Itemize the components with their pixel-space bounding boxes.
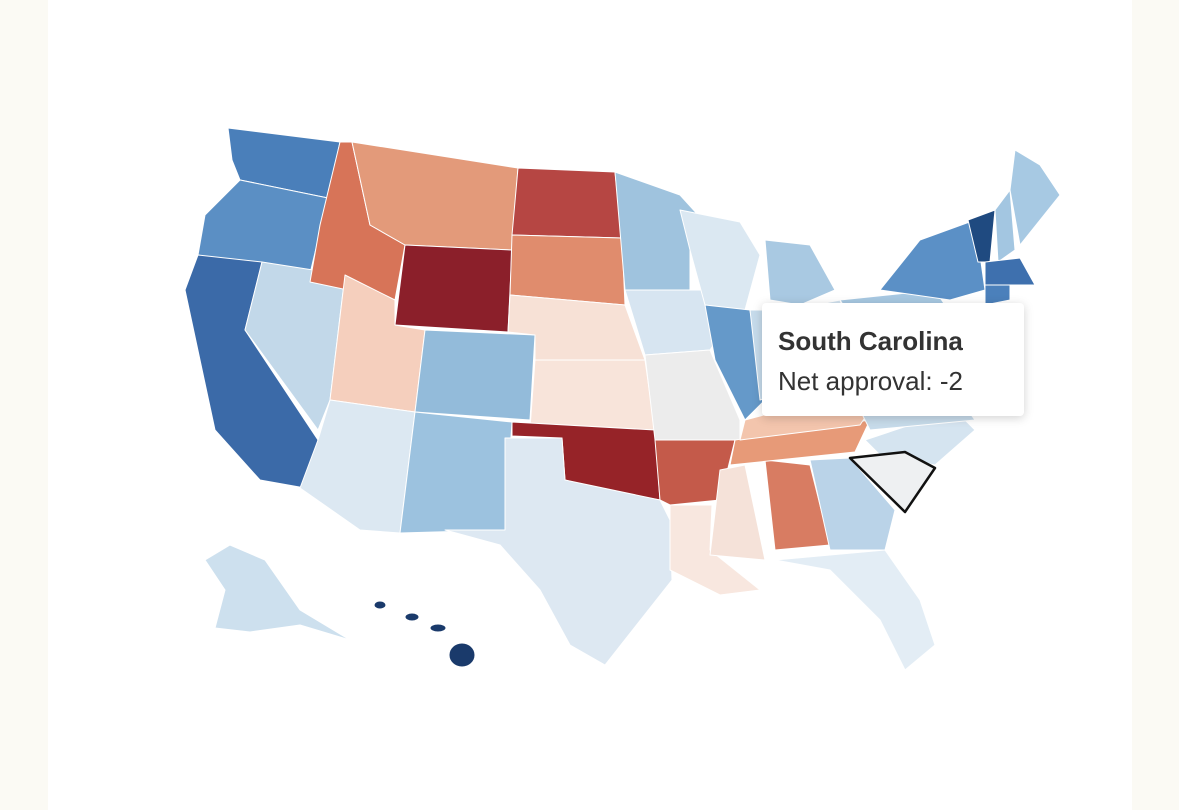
state-hi[interactable]: [373, 600, 387, 610]
state-wy[interactable]: [394, 244, 513, 333]
state-la[interactable]: [669, 504, 761, 596]
state-nh[interactable]: [994, 189, 1016, 263]
state-mi[interactable]: [764, 239, 836, 306]
tooltip: South Carolina Net approval: -2: [762, 303, 1024, 416]
state-me[interactable]: [1009, 149, 1061, 246]
state-sc-highlighted[interactable]: [848, 450, 937, 514]
state-hi[interactable]: [404, 612, 420, 622]
state-ms[interactable]: [709, 464, 766, 561]
state-ct[interactable]: [984, 284, 1011, 306]
state-tx[interactable]: [444, 437, 673, 666]
state-mo[interactable]: [644, 349, 741, 441]
state-ar[interactable]: [654, 439, 736, 506]
state-il[interactable]: [704, 304, 766, 421]
state-hi[interactable]: [448, 642, 476, 668]
tooltip-title: South Carolina: [778, 326, 963, 356]
state-fl[interactable]: [774, 549, 936, 671]
state-ga[interactable]: [809, 457, 896, 551]
state-co[interactable]: [414, 329, 536, 421]
state-ma[interactable]: [984, 257, 1036, 286]
state-ak[interactable]: [204, 544, 351, 641]
state-ks[interactable]: [529, 359, 656, 431]
state-hi[interactable]: [429, 623, 447, 633]
state-nd[interactable]: [511, 167, 623, 239]
state-nm[interactable]: [399, 411, 513, 534]
tooltip-text: Net approval: -2: [778, 366, 963, 396]
state-ny[interactable]: [879, 219, 986, 301]
state-sd[interactable]: [509, 234, 626, 306]
